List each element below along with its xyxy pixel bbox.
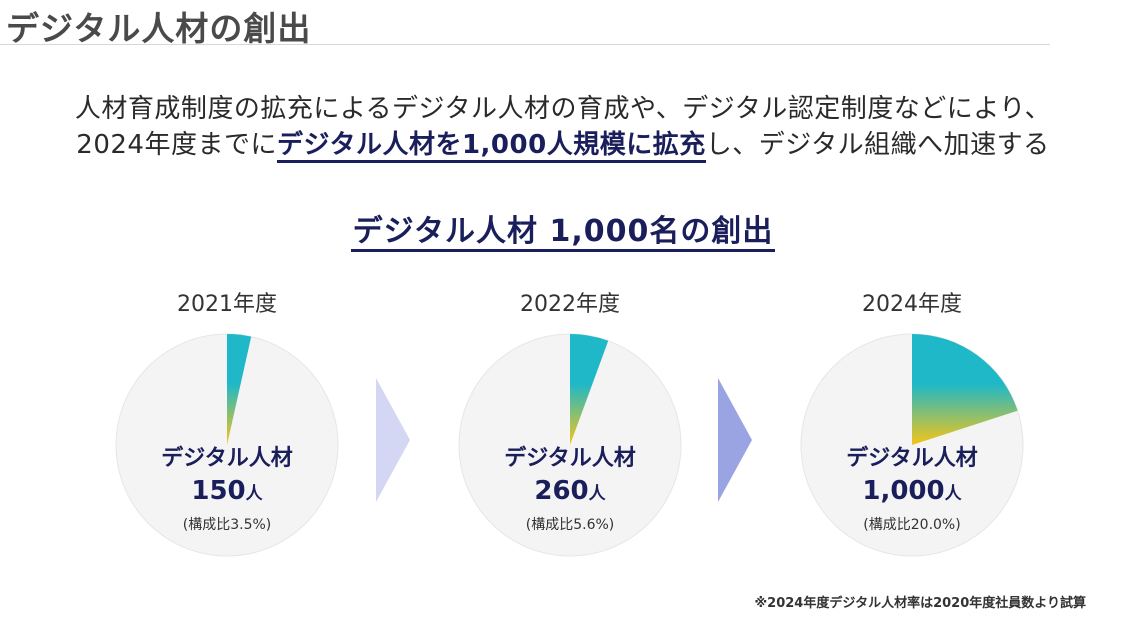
- page-title: デジタル人材の創出: [6, 9, 312, 48]
- pie-wrap: デジタル人材 260人 (構成比5.6%): [457, 332, 683, 558]
- pie-count-unit: 人: [245, 484, 263, 504]
- footnote: ※2024年度デジタル人材率は2020年度社員数より試算: [754, 596, 1086, 611]
- pie-center-label: デジタル人材 150人 (構成比3.5%): [114, 440, 340, 534]
- pie-label-name: デジタル人材: [161, 446, 293, 471]
- pie-chart-2021: 2021年度 デジタル人材 150人 (構成比3.5%): [112, 290, 342, 558]
- pie-wrap: デジタル人材 1,000人 (構成比20.0%): [799, 332, 1025, 558]
- pie-svg: [458, 333, 682, 557]
- pie-count-unit: 人: [588, 484, 606, 504]
- pie-center-label: デジタル人材 1,000人 (構成比20.0%): [799, 440, 1025, 534]
- title-bar: デジタル人材の創出: [0, 0, 1050, 48]
- pie-ratio: (構成比5.6%): [525, 517, 615, 533]
- pie-year-label: 2024年度: [862, 292, 962, 317]
- pie-chart-2022: 2022年度 デジタル人材 260人 (構成比5.6%): [455, 290, 685, 558]
- section-title: デジタル人材 1,000名の創出: [0, 206, 1126, 252]
- chevron-right-icon: [718, 378, 752, 502]
- pie-count-value: 1,000: [862, 476, 945, 506]
- pie-ratio: (構成比3.5%): [182, 517, 272, 533]
- section-title-text: デジタル人材 1,000名の創出: [350, 214, 776, 252]
- intro-line-1: 人材育成制度の拡充によるデジタル人材の育成や、デジタル認定制度などにより、: [74, 94, 1052, 124]
- pie-chart-2024: 2024年度 デジタル人材 1,000人 (構成比20.0%): [797, 290, 1027, 558]
- intro-line-2-post: し、デジタル組織へ加速する: [705, 130, 1050, 160]
- pie-count-value: 150: [191, 476, 246, 506]
- pie-wrap: デジタル人材 150人 (構成比3.5%): [114, 332, 340, 558]
- intro-line-2-pre: 2024年度までに: [76, 130, 277, 160]
- pie-count: 150人: [114, 476, 340, 506]
- intro-line-2: 2024年度までにデジタル人材を1,000人規模に拡充し、デジタル組織へ加速する: [0, 124, 1126, 163]
- pie-svg: [800, 333, 1024, 557]
- pie-count: 1,000人: [799, 476, 1025, 506]
- pie-year-label: 2022年度: [520, 292, 620, 317]
- pie-count-value: 260: [534, 476, 589, 506]
- pie-slice-digital: [912, 334, 1018, 445]
- pie-ratio: (構成比20.0%): [863, 517, 961, 533]
- pie-slice-digital: [227, 334, 252, 445]
- pie-year-label: 2021年度: [177, 292, 277, 317]
- pie-label-name: デジタル人材: [846, 446, 978, 471]
- intro-line-2-emphasis: デジタル人材を1,000人規模に拡充: [276, 130, 706, 163]
- chevron-right-icon: [376, 378, 410, 502]
- pie-center-label: デジタル人材 260人 (構成比5.6%): [457, 440, 683, 534]
- pie-count-unit: 人: [944, 484, 962, 504]
- pie-count: 260人: [457, 476, 683, 506]
- pie-svg: [115, 333, 339, 557]
- pie-label-name: デジタル人材: [504, 446, 636, 471]
- pie-slice-digital: [570, 334, 609, 445]
